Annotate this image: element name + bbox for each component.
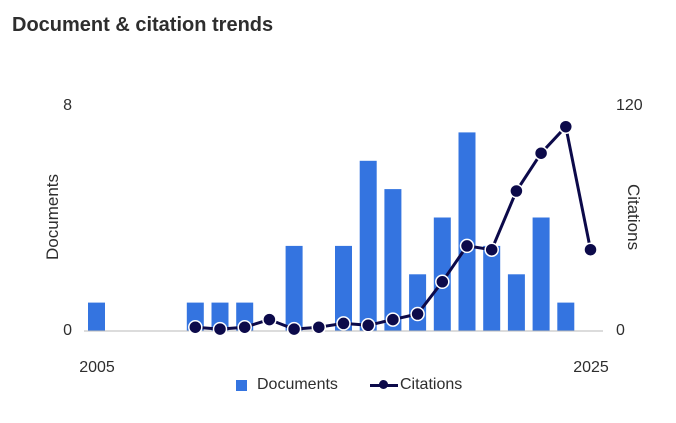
citations-point[interactable]	[360, 318, 376, 333]
chart-legend: Documents Citations	[0, 376, 676, 400]
legend-label-citations: Citations	[400, 376, 463, 393]
citations-point[interactable]	[558, 119, 574, 134]
citations-point[interactable]	[484, 242, 499, 257]
right-axis-tick-label: 0	[616, 322, 625, 339]
citations-point[interactable]	[237, 319, 252, 335]
citations-point[interactable]	[188, 319, 203, 335]
trend-chart: 8 0 120 0 2005 2025 Documents Citations	[43, 97, 643, 372]
citations-point[interactable]	[336, 316, 351, 331]
citations-line-layer	[188, 119, 598, 337]
citations-point[interactable]	[459, 238, 475, 254]
documents-bar[interactable]	[458, 132, 476, 331]
documents-bar[interactable]	[359, 160, 377, 332]
legend-item-documents[interactable]: Documents	[236, 376, 338, 394]
axis-ticks: 8 0 120 0 2005 2025	[63, 97, 643, 372]
citations-point[interactable]	[262, 312, 277, 327]
documents-bar[interactable]	[384, 189, 402, 331]
left-axis-tick-label: 8	[63, 97, 72, 114]
citations-point[interactable]	[311, 319, 327, 335]
documents-bar[interactable]	[409, 274, 427, 332]
documents-bar[interactable]	[285, 245, 303, 331]
citations-point[interactable]	[583, 242, 598, 257]
citations-line-icon	[370, 379, 398, 391]
x-axis-tick-label: 2025	[573, 359, 609, 372]
right-axis-tick-label: 120	[616, 97, 643, 114]
citations-point[interactable]	[533, 145, 549, 161]
documents-bar[interactable]	[88, 302, 105, 331]
documents-bars	[88, 132, 575, 332]
documents-bar[interactable]	[507, 274, 525, 332]
citations-point[interactable]	[435, 274, 450, 290]
documents-bar[interactable]	[433, 217, 451, 332]
left-axis-tick-label: 0	[63, 322, 72, 339]
left-axis-title: Documents	[43, 174, 62, 260]
documents-bar[interactable]	[557, 302, 575, 331]
documents-bar[interactable]	[483, 245, 501, 331]
citations-point[interactable]	[212, 321, 228, 337]
citations-point[interactable]	[410, 306, 425, 322]
legend-label-documents: Documents	[257, 376, 338, 393]
legend-item-citations[interactable]: Citations	[370, 376, 462, 394]
right-axis-title: Citations	[624, 184, 643, 250]
citations-point[interactable]	[385, 312, 401, 327]
documents-swatch-icon	[236, 379, 247, 391]
documents-bar[interactable]	[532, 217, 550, 332]
citations-point[interactable]	[286, 321, 302, 337]
documents-bar[interactable]	[335, 245, 352, 331]
x-axis-tick-label: 2005	[79, 359, 115, 372]
chart-title: Document & citation trends	[12, 14, 274, 36]
citations-point[interactable]	[509, 183, 524, 199]
